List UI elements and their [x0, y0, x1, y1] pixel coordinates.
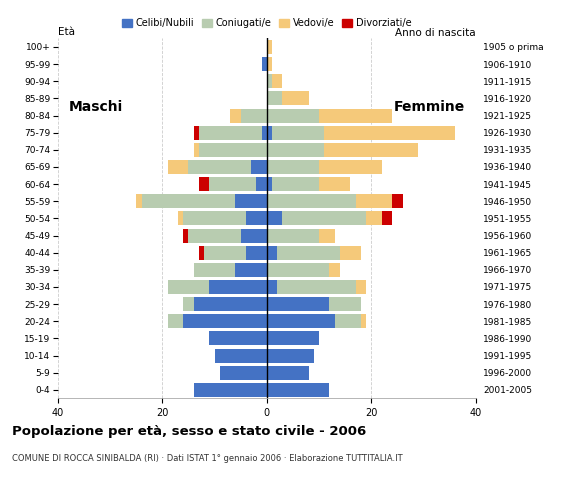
Bar	[267, 228, 319, 242]
Bar	[199, 246, 204, 260]
Bar	[194, 126, 199, 140]
Bar	[324, 143, 418, 157]
Bar	[319, 177, 350, 191]
Bar	[183, 314, 267, 328]
Bar	[235, 194, 267, 208]
Bar	[267, 91, 282, 106]
Bar	[272, 126, 324, 140]
Bar	[319, 160, 382, 174]
Bar	[282, 211, 366, 226]
Bar	[235, 263, 267, 277]
Bar	[209, 280, 267, 294]
Bar	[215, 348, 267, 362]
Bar	[267, 177, 272, 191]
Bar	[194, 263, 235, 277]
Bar	[209, 177, 256, 191]
Bar	[329, 263, 340, 277]
Bar	[356, 280, 366, 294]
Bar	[340, 246, 361, 260]
Bar	[183, 211, 246, 226]
Bar	[319, 228, 335, 242]
Bar	[246, 211, 267, 226]
Bar	[267, 74, 272, 88]
Bar	[262, 57, 267, 71]
Bar	[241, 108, 267, 122]
Bar	[199, 143, 267, 157]
Bar	[267, 280, 277, 294]
Bar	[267, 40, 272, 54]
Bar	[183, 297, 194, 311]
Text: Popolazione per età, sesso e stato civile - 2006: Popolazione per età, sesso e stato civil…	[12, 425, 366, 438]
Bar	[194, 143, 199, 157]
Bar	[230, 108, 241, 122]
Bar	[356, 194, 392, 208]
Bar	[220, 366, 267, 380]
Bar	[267, 194, 356, 208]
Bar	[199, 177, 209, 191]
Bar	[324, 126, 455, 140]
Text: Età: Età	[58, 27, 75, 36]
Bar	[262, 126, 267, 140]
Bar	[267, 366, 309, 380]
Bar	[267, 211, 282, 226]
Bar	[188, 160, 251, 174]
Bar	[272, 177, 319, 191]
Bar	[282, 91, 309, 106]
Bar	[267, 383, 329, 397]
Bar	[241, 228, 267, 242]
Bar	[183, 228, 188, 242]
Bar	[168, 314, 183, 328]
Bar	[251, 160, 267, 174]
Bar	[204, 246, 246, 260]
Text: Maschi: Maschi	[68, 100, 123, 114]
Bar	[319, 108, 392, 122]
Bar	[188, 228, 241, 242]
Bar	[267, 246, 277, 260]
Bar	[277, 246, 340, 260]
Bar	[366, 211, 382, 226]
Bar	[194, 297, 267, 311]
Bar	[199, 126, 262, 140]
Bar	[277, 280, 356, 294]
Legend: Celibi/Nubili, Coniugati/e, Vedovi/e, Divorziati/e: Celibi/Nubili, Coniugati/e, Vedovi/e, Di…	[118, 14, 415, 32]
Bar	[267, 126, 272, 140]
Bar	[382, 211, 392, 226]
Bar	[267, 108, 319, 122]
Bar	[267, 160, 319, 174]
Bar	[136, 194, 142, 208]
Bar	[272, 74, 282, 88]
Bar	[329, 297, 361, 311]
Bar	[246, 246, 267, 260]
Bar	[267, 143, 324, 157]
Bar	[256, 177, 267, 191]
Bar	[335, 314, 361, 328]
Bar	[267, 297, 329, 311]
Bar	[267, 348, 314, 362]
Bar	[361, 314, 366, 328]
Bar	[267, 57, 272, 71]
Bar	[142, 194, 235, 208]
Bar	[267, 331, 319, 346]
Bar	[209, 331, 267, 346]
Bar	[267, 263, 329, 277]
Bar	[267, 314, 335, 328]
Bar	[194, 383, 267, 397]
Bar	[168, 160, 188, 174]
Bar	[168, 280, 209, 294]
Bar	[178, 211, 183, 226]
Bar	[392, 194, 403, 208]
Text: COMUNE DI ROCCA SINIBALDA (RI) · Dati ISTAT 1° gennaio 2006 · Elaborazione TUTTI: COMUNE DI ROCCA SINIBALDA (RI) · Dati IS…	[12, 454, 402, 463]
Text: Anno di nascita: Anno di nascita	[395, 28, 476, 38]
Text: Femmine: Femmine	[394, 100, 465, 114]
